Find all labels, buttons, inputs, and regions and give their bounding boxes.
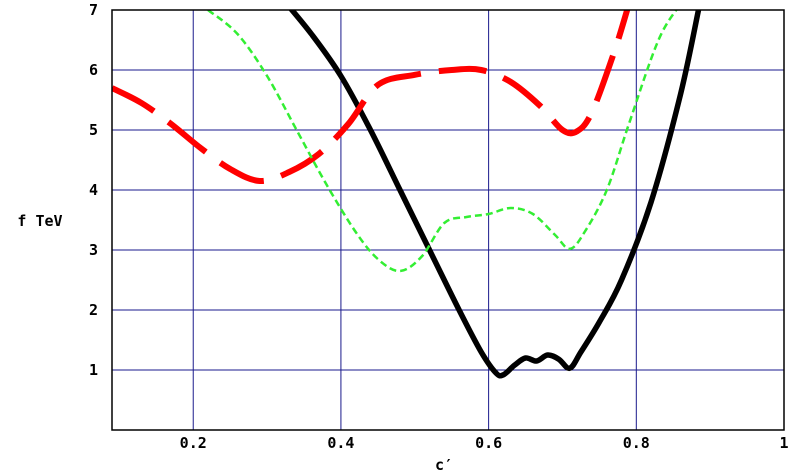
- x-tick-label: 1: [779, 434, 788, 452]
- series-red-dashed-line: [112, 10, 631, 185]
- x-tick-label: 0.2: [180, 434, 207, 452]
- tick-labels: 0.2 0.4 0.6 0.8 1 1 2 3 4 5 6 7: [89, 1, 788, 452]
- x-tick-label: 0.8: [623, 434, 650, 452]
- x-tick-label: 0.4: [327, 434, 354, 452]
- y-tick-label: 4: [89, 181, 98, 199]
- series-black-solid-line: [288, 10, 702, 379]
- series-green-dashed-line: [207, 10, 678, 273]
- y-tick-label: 3: [89, 241, 98, 259]
- y-tick-label: 1: [89, 361, 98, 379]
- series-layer: [112, 10, 702, 379]
- x-axis-title: c′: [435, 456, 453, 474]
- y-tick-label: 5: [89, 121, 98, 139]
- x-tick-label: 0.6: [475, 434, 502, 452]
- y-axis-title: f TeV: [17, 212, 62, 230]
- y-tick-label: 7: [89, 1, 98, 19]
- y-tick-label: 6: [89, 61, 98, 79]
- plot-frame: [111, 9, 785, 431]
- y-tick-label: 2: [89, 301, 98, 319]
